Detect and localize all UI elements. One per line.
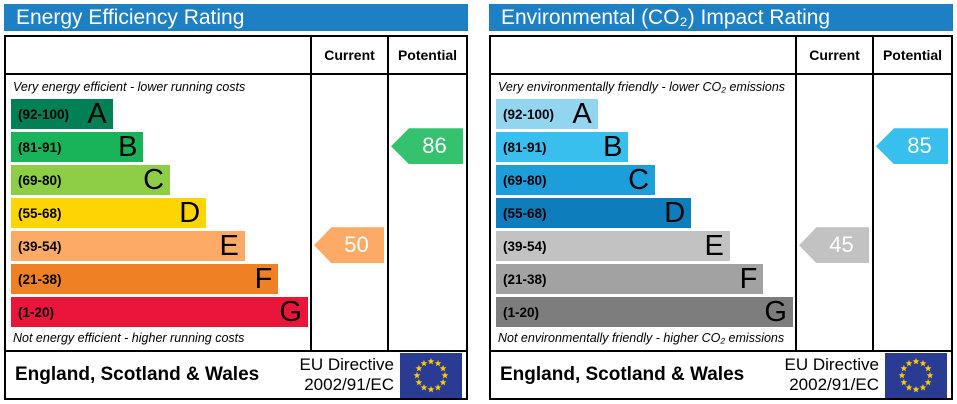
band-row-b: (81-91) B: [11, 130, 144, 163]
current-column: 45: [795, 75, 872, 351]
band-range: (39-54): [18, 238, 62, 254]
eu-directive-line1: EU Directive: [299, 354, 394, 374]
panel-title: Environmental (CO₂) Impact Rating: [501, 5, 831, 29]
band-row-g: (1-20) G: [11, 295, 308, 328]
panel-energy-efficiency: Energy Efficiency Rating Current Potenti…: [4, 4, 468, 400]
footer: England, Scotland & Wales EU Directive 2…: [4, 350, 468, 400]
eu-directive-label: EU Directive 2002/91/EC: [785, 355, 879, 396]
potential-rating-value: 85: [907, 133, 932, 159]
band-row-d: (55-68) D: [11, 196, 207, 229]
potential-column: 85: [872, 75, 951, 351]
band-row-e: (39-54) E: [11, 229, 245, 262]
column-header-potential: Potential: [872, 37, 951, 76]
band-range: (1-20): [503, 304, 540, 320]
band-range: (21-38): [503, 271, 547, 287]
current-rating-value: 45: [829, 232, 854, 258]
band-letter: D: [179, 196, 201, 229]
band-range: (69-80): [503, 172, 547, 188]
potential-column: 86: [387, 75, 466, 351]
panel-title: Energy Efficiency Rating: [16, 5, 245, 29]
current-column: 50: [310, 75, 387, 351]
band-row-f: (21-38) F: [11, 262, 279, 295]
band-range: (69-80): [18, 172, 62, 188]
band-range: (81-91): [18, 139, 62, 155]
band-letter: G: [764, 295, 787, 328]
band-letter: E: [704, 229, 724, 262]
current-rating-arrow: 45: [799, 227, 869, 264]
bands-area: Very energy efficient - lower running co…: [6, 75, 310, 350]
band-letter: B: [603, 130, 623, 163]
co2-rating-table: Current Potential Very environmentally f…: [489, 35, 953, 351]
band-letter: D: [664, 196, 686, 229]
band-row-a: (92-100) A: [496, 97, 598, 130]
band-letter: F: [739, 262, 758, 295]
column-header-potential: Potential: [387, 37, 466, 76]
region-label: England, Scotland & Wales: [15, 364, 260, 386]
bottom-note: Not energy efficient - higher running co…: [13, 331, 245, 346]
energy-rating-table: Current Potential Very energy efficient …: [4, 35, 468, 351]
top-note: Very energy efficient - lower running co…: [13, 80, 246, 95]
band-letter: B: [118, 130, 138, 163]
band-range: (55-68): [503, 205, 547, 221]
band-range: (81-91): [503, 139, 547, 155]
top-note: Very environmentally friendly - lower CO…: [498, 80, 786, 95]
eu-directive-line1: EU Directive: [784, 354, 879, 374]
panel-co2-impact: Environmental (CO₂) Impact Rating Curren…: [489, 4, 953, 400]
bottom-note: Not environmentally friendly - higher CO…: [498, 331, 785, 346]
band-range: (39-54): [503, 238, 547, 254]
band-range: (1-20): [18, 304, 55, 320]
band-range: (92-100): [503, 106, 555, 122]
band-letter: G: [279, 295, 302, 328]
header-blank-cell: [491, 37, 795, 76]
potential-rating-arrow: 86: [391, 128, 463, 165]
potential-rating-arrow: 85: [876, 128, 948, 165]
band-row-b: (81-91) B: [496, 130, 629, 163]
eu-directive-label: EU Directive 2002/91/EC: [300, 355, 394, 396]
band-letter: A: [572, 97, 592, 130]
column-header-current: Current: [310, 37, 387, 76]
band-range: (21-38): [18, 271, 62, 287]
current-rating-value: 50: [344, 232, 369, 258]
band-row-d: (55-68) D: [496, 196, 692, 229]
band-range: (92-100): [18, 106, 70, 122]
band-letter: C: [143, 163, 165, 196]
band-range: (55-68): [18, 205, 62, 221]
band-row-c: (69-80) C: [11, 163, 171, 196]
band-letter: E: [219, 229, 239, 262]
band-letter: C: [628, 163, 650, 196]
band-row-a: (92-100) A: [11, 97, 113, 130]
eu-directive-line2: 2002/91/EC: [304, 375, 394, 395]
potential-rating-value: 86: [422, 133, 447, 159]
band-row-f: (21-38) F: [496, 262, 764, 295]
region-label: England, Scotland & Wales: [500, 364, 745, 386]
band-row-c: (69-80) C: [496, 163, 656, 196]
footer: England, Scotland & Wales EU Directive 2…: [489, 350, 953, 400]
band-letter: A: [87, 97, 107, 130]
column-header-current: Current: [795, 37, 872, 76]
band-row-g: (1-20) G: [496, 295, 793, 328]
co2-title-bar: Environmental (CO₂) Impact Rating: [489, 4, 953, 32]
eu-directive-line2: 2002/91/EC: [789, 375, 879, 395]
bands-area: Very environmentally friendly - lower CO…: [491, 75, 795, 350]
header-blank-cell: [6, 37, 310, 76]
energy-title-bar: Energy Efficiency Rating: [4, 4, 468, 32]
band-letter: F: [254, 262, 273, 295]
current-rating-arrow: 50: [314, 227, 384, 264]
eu-flag-icon: [885, 352, 947, 398]
band-row-e: (39-54) E: [496, 229, 730, 262]
eu-flag-icon: [400, 352, 462, 398]
